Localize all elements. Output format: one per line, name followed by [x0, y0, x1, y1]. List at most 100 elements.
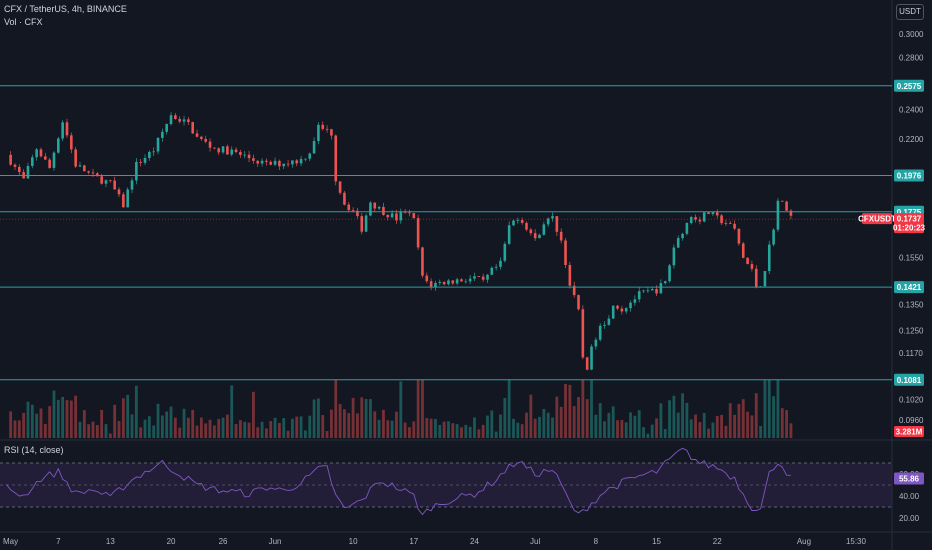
- volume-bar: [637, 410, 641, 438]
- candle-body: [278, 160, 281, 167]
- volume-bar: [672, 395, 676, 438]
- volume-bar: [156, 403, 160, 438]
- volume-bar: [759, 426, 762, 438]
- volume-bar: [494, 431, 498, 438]
- volume-bar: [581, 380, 585, 438]
- price-tick-label: 0.1350: [899, 301, 924, 310]
- candle-body: [299, 159, 303, 164]
- volume-bar: [538, 416, 541, 438]
- candle-body: [382, 206, 385, 215]
- volume-bar: [273, 417, 277, 438]
- candle-body: [44, 156, 47, 160]
- candle-body: [490, 267, 494, 275]
- volume-bar: [291, 418, 294, 438]
- volume-bar: [386, 420, 390, 438]
- candle-body: [754, 268, 758, 287]
- volume-bar: [230, 385, 234, 438]
- volume-bar: [113, 404, 117, 438]
- candle-body: [52, 152, 56, 168]
- candle-body: [395, 213, 398, 221]
- volume-bar: [43, 423, 47, 438]
- volume-bar: [438, 424, 442, 438]
- rsi-tick-label: 40.00: [899, 492, 920, 501]
- time-tick-label: May: [3, 537, 18, 546]
- volume-bar: [169, 406, 173, 438]
- volume-bar: [282, 417, 286, 438]
- candle-body: [135, 161, 138, 181]
- price-tick-label: 0.0960: [899, 416, 924, 425]
- candle-body: [308, 153, 312, 159]
- volume-bar: [377, 419, 381, 438]
- volume-bar: [208, 419, 212, 438]
- currency-button[interactable]: USDT: [896, 4, 924, 20]
- volume-bar: [204, 423, 208, 438]
- level-badge: [894, 79, 924, 92]
- volume-bar: [421, 380, 424, 438]
- candle-body: [87, 171, 90, 173]
- volume-bar: [243, 421, 247, 438]
- rsi-legend[interactable]: RSI (14, close): [4, 445, 64, 455]
- candle-body: [707, 212, 710, 215]
- level-badge-label: 0.1976: [897, 171, 922, 180]
- candle-body: [109, 180, 112, 182]
- time-tick-label: Aug: [797, 537, 811, 546]
- candle-body: [317, 124, 320, 142]
- volume-bar: [728, 403, 732, 438]
- current-price-value: 0.1737: [897, 215, 922, 224]
- volume-bar: [724, 425, 728, 438]
- candle-body: [96, 173, 99, 177]
- volume-bar: [195, 425, 199, 438]
- volume-bar: [559, 406, 563, 438]
- candle-body: [741, 243, 745, 258]
- candle-body: [39, 149, 43, 157]
- candle-body: [26, 165, 30, 179]
- volume-bar: [607, 412, 611, 438]
- volume-bar: [568, 384, 572, 438]
- volume-bar: [178, 427, 182, 438]
- volume-bar: [577, 397, 580, 438]
- candle-body: [720, 215, 723, 224]
- rsi-series-line: [5, 447, 791, 516]
- candle-body: [581, 309, 585, 358]
- volume-bar: [373, 411, 377, 438]
- volume-bar: [317, 398, 320, 438]
- candle-body: [386, 214, 390, 218]
- volume-bar: [121, 398, 125, 438]
- volume-bar: [789, 423, 793, 438]
- candle-body: [273, 160, 277, 165]
- candle-body: [178, 118, 181, 122]
- candle-body: [139, 161, 142, 163]
- candle-body: [620, 308, 624, 312]
- volume-bar: [737, 403, 741, 438]
- volume-bar: [134, 385, 138, 438]
- candle-body: [252, 158, 255, 161]
- volume-bar: [455, 424, 459, 438]
- candle-body: [78, 165, 82, 167]
- candle-body: [681, 233, 684, 239]
- candle-body: [585, 357, 589, 370]
- volume-bar: [356, 413, 359, 438]
- candle-body: [18, 166, 21, 173]
- candle-body: [494, 266, 498, 268]
- candle-body: [451, 280, 455, 284]
- volume-bar: [343, 409, 346, 438]
- candle-body: [668, 265, 671, 282]
- candle-body: [642, 290, 645, 292]
- candle-body: [533, 233, 537, 239]
- candle-body: [91, 172, 95, 174]
- candle-body: [100, 176, 103, 184]
- candle-body: [169, 115, 173, 125]
- price-tick-label: 0.1020: [899, 395, 924, 404]
- volume-legend[interactable]: Vol · CFX: [4, 17, 43, 27]
- time-tick-label: 24: [470, 537, 479, 546]
- symbol-title[interactable]: CFX / TetherUS, 4h, BINANCE: [4, 4, 127, 14]
- volume-bar: [611, 406, 615, 438]
- volume-bar: [9, 411, 13, 438]
- candle-body: [650, 289, 654, 291]
- time-tick-label: 22: [713, 537, 722, 546]
- candle-body: [473, 276, 476, 279]
- candle-body: [434, 282, 437, 287]
- candle-body: [516, 219, 520, 221]
- horizontal-levels[interactable]: [0, 85, 892, 381]
- candle-body: [711, 212, 715, 215]
